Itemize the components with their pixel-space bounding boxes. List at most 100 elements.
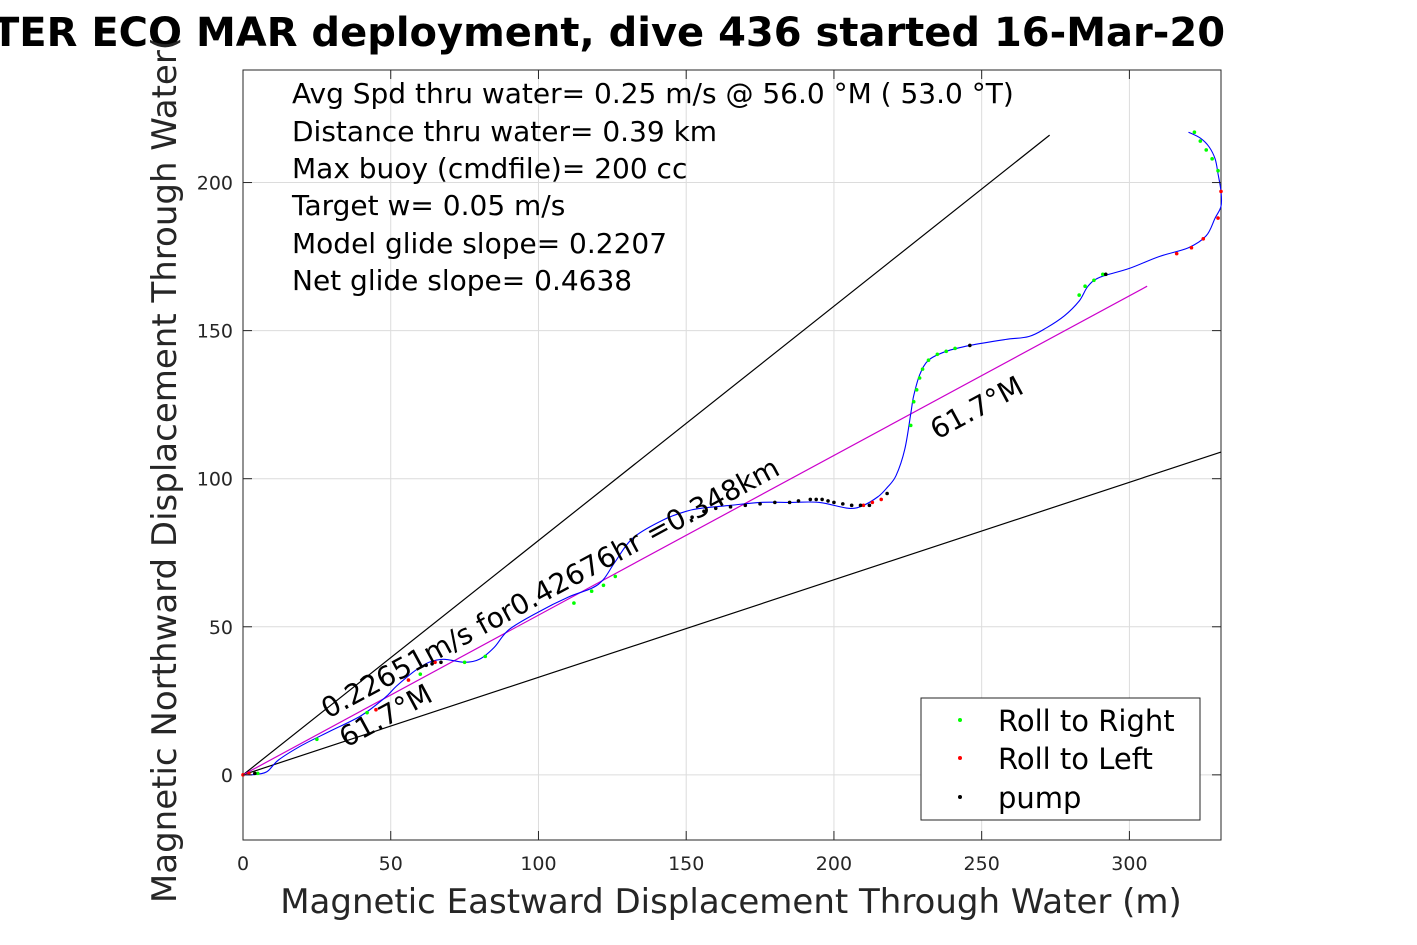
annotation-model-glide: Model glide slope= 0.2207 [292, 227, 667, 260]
point-pump [808, 497, 813, 502]
y-tick-label: 0 [221, 765, 233, 787]
point-roll-to-left [879, 497, 884, 502]
annotation-max-buoy: Max buoy (cmdfile)= 200 cc [292, 152, 687, 185]
point-roll-to-right [920, 367, 925, 371]
point-roll-to-right [1083, 284, 1087, 288]
y-tick-label: 200 [197, 173, 233, 195]
x-tick-label: 100 [520, 853, 556, 875]
x-tick-label: 200 [816, 853, 852, 875]
point-roll-to-left [433, 660, 437, 665]
reference-line-lower-cone [242, 451, 1222, 776]
point-pump [820, 497, 824, 502]
point-roll-to-right [255, 771, 260, 776]
reference-line-upper-cone [242, 134, 1051, 776]
point-pump [968, 343, 972, 348]
axis-ticks: 0 50 100 150 200 250 300 0 50 100 150 200 [197, 70, 1221, 875]
point-roll-to-right [365, 710, 369, 715]
point-roll-to-right [1216, 168, 1220, 173]
plot-area [242, 69, 1222, 841]
point-roll-to-right [572, 601, 576, 605]
annotation-avg-speed: Avg Spd thru water= 0.25 m/s @ 56.0 °M (… [292, 77, 1014, 110]
point-pump [253, 771, 257, 776]
point-roll-to-left [1216, 216, 1220, 220]
point-roll-to-left [1189, 245, 1194, 250]
point-roll-to-left [1201, 237, 1206, 241]
point-roll-to-right [483, 654, 488, 659]
point-pump [832, 500, 836, 505]
point-roll-to-right [1204, 148, 1209, 152]
point-pump [773, 500, 777, 505]
point-roll-to-right [944, 349, 949, 354]
grid [242, 70, 1221, 840]
point-roll-to-right [418, 672, 423, 676]
point-pump [858, 503, 863, 508]
point-pump [796, 499, 801, 503]
point-roll-to-left [861, 503, 866, 508]
point-roll-to-left [406, 678, 411, 682]
reference-lines [242, 134, 1222, 776]
point-roll-to-right [953, 346, 957, 351]
point-roll-to-left [1219, 189, 1223, 194]
legend: Roll to Right Roll to Left pump [920, 697, 1201, 821]
reference-line-mean-heading [242, 285, 1148, 776]
point-pump [826, 499, 830, 503]
point-pump [814, 497, 819, 502]
x-tick-label: 0 [237, 853, 249, 875]
point-pump [690, 515, 694, 519]
point-pump [841, 502, 845, 506]
y-axis-label: Magnetic Northward Displacement Through … [145, 37, 185, 903]
point-roll-to-left [870, 500, 875, 505]
point-roll-to-right [1101, 272, 1105, 277]
point-pump [439, 660, 443, 665]
point-roll-to-right [911, 399, 916, 404]
legend-label-pump: pump [998, 781, 1081, 815]
x-tick-label: 300 [1111, 853, 1147, 875]
point-roll-to-right [1092, 278, 1096, 283]
point-pump [702, 509, 706, 514]
x-tick-label: 50 [379, 853, 403, 875]
track-layer [242, 131, 1223, 776]
annotation-net-glide: Net glide slope= 0.4638 [292, 264, 632, 297]
point-roll-to-right [315, 737, 319, 742]
point-pump [424, 663, 428, 668]
point-pump [885, 491, 889, 496]
point-roll-to-right [926, 358, 931, 363]
point-roll-to-right [914, 388, 919, 392]
point-roll-to-right [908, 423, 913, 428]
stats-annotations: Avg Spd thru water= 0.25 m/s @ 56.0 °M (… [291, 77, 1014, 297]
x-tick-label: 250 [964, 853, 1000, 875]
point-pump [713, 506, 718, 511]
x-axis-label: Magnetic Eastward Displacement Through W… [280, 882, 1182, 922]
point-roll-to-right [917, 376, 922, 380]
point-pump [849, 503, 854, 508]
point-roll-to-right [1198, 139, 1203, 143]
legend-marker-pump [958, 795, 962, 799]
point-roll-to-left [1174, 251, 1179, 256]
point-roll-to-right [601, 583, 606, 588]
y-tick-label: 100 [197, 469, 233, 491]
legend-label-roll-left: Roll to Left [998, 742, 1153, 776]
point-roll-to-left [247, 771, 251, 776]
chart-title: TER ECO MAR deployment, dive 436 started… [0, 10, 1225, 56]
annotation-distance: Distance thru water= 0.39 km [292, 115, 717, 148]
annotation-target-w: Target w= 0.05 m/s [291, 189, 565, 222]
glider-track-line [242, 131, 1223, 776]
legend-marker-roll-left [958, 756, 962, 760]
point-pump [758, 502, 762, 506]
legend-marker-roll-right [958, 718, 962, 722]
point-pump [728, 505, 733, 509]
x-tick-label: 150 [668, 853, 704, 875]
point-pump [1103, 272, 1108, 277]
point-roll-to-right [935, 352, 940, 357]
legend-label-roll-right: Roll to Right [998, 704, 1175, 738]
point-roll-to-left [374, 707, 378, 712]
point-pump [787, 500, 792, 505]
point-pump [867, 503, 872, 508]
point-roll-to-right [1192, 130, 1197, 134]
point-pump [430, 661, 434, 666]
y-tick-label: 50 [209, 617, 233, 639]
point-roll-to-right [462, 660, 467, 665]
point-roll-to-right [1077, 293, 1081, 297]
legend-box [920, 697, 1201, 821]
